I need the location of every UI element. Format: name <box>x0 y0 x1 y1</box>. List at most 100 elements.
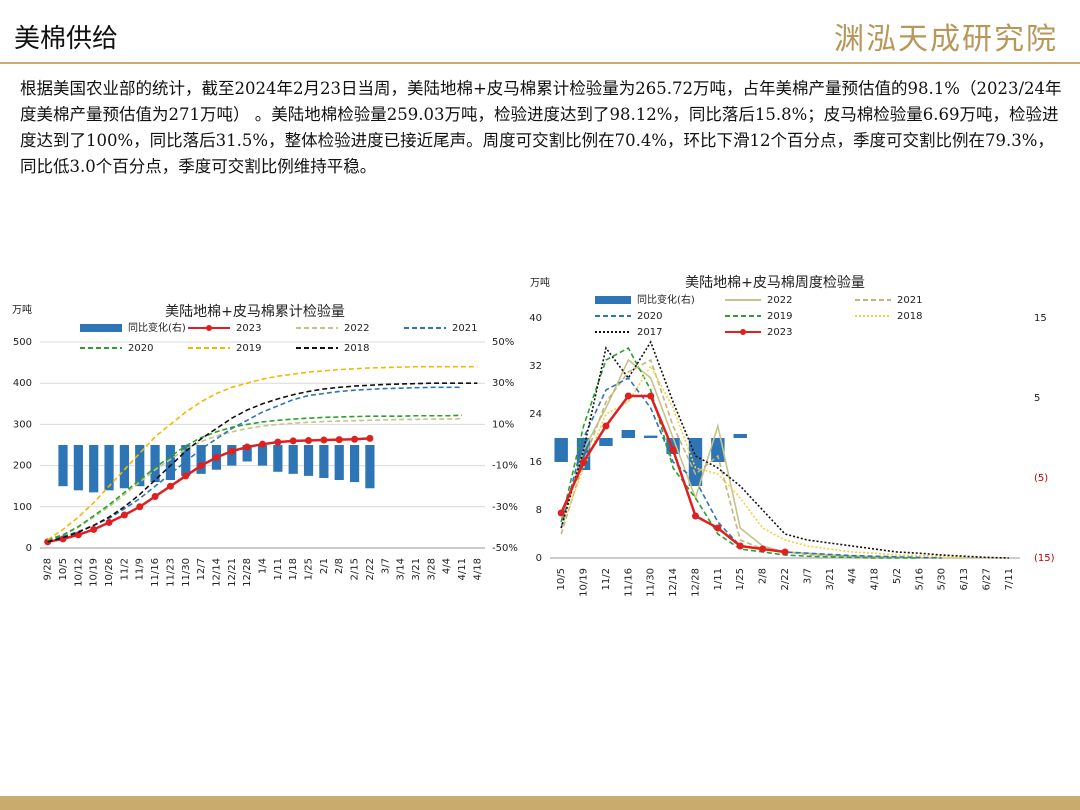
point <box>136 503 144 511</box>
chart-title: 美陆地棉+皮马棉累计检验量 <box>165 303 345 320</box>
x-tick-label: 3/28 <box>426 558 437 580</box>
x-tick-label: 7/11 <box>1004 568 1015 590</box>
legend-label: 同比变化(右) <box>128 321 186 334</box>
bar <box>165 445 176 481</box>
point <box>781 548 789 556</box>
x-tick-label: 10/19 <box>579 568 590 597</box>
series-line <box>47 365 478 541</box>
bar <box>733 434 747 438</box>
paragraph: 根据美国农业部的统计，截至2024年2月23日当周，美陆地棉+皮马棉累计检验量为… <box>20 79 1062 176</box>
y2-tick-label: -10% <box>492 461 518 472</box>
point <box>580 458 588 466</box>
bar <box>242 445 252 462</box>
legend-swatch <box>80 324 122 332</box>
bar <box>554 438 568 462</box>
bar <box>644 435 658 438</box>
bar <box>89 445 99 493</box>
x-tick-label: 10/5 <box>556 568 567 590</box>
series-line <box>560 346 920 559</box>
bar <box>150 445 160 483</box>
point <box>289 437 297 445</box>
point <box>602 422 610 430</box>
series-line <box>47 386 462 542</box>
y-tick-label: 24 <box>529 409 542 420</box>
x-tick-label: 4/4 <box>847 568 858 584</box>
x-tick-label: 3/7 <box>380 558 391 574</box>
y-tick-label: 40 <box>529 313 542 324</box>
legend-label: 2023 <box>767 327 792 338</box>
legend-label: 2019 <box>236 343 261 354</box>
legend-label: 2021 <box>452 323 477 334</box>
bar <box>319 445 329 478</box>
y2-tick-label: 30% <box>492 378 514 389</box>
x-tick-label: 12/21 <box>227 558 238 587</box>
y-tick-label: 100 <box>13 502 32 513</box>
x-tick-label: 11/9 <box>135 558 146 580</box>
point <box>243 443 251 451</box>
x-tick-label: 4/4 <box>442 558 453 574</box>
point <box>647 392 655 400</box>
point <box>691 512 699 520</box>
bar <box>349 445 360 483</box>
legend-label: 2021 <box>897 295 922 306</box>
x-tick-label: 2/22 <box>365 558 376 580</box>
point <box>105 518 113 526</box>
point <box>90 525 98 533</box>
bar <box>334 445 344 481</box>
point <box>320 436 328 444</box>
bar <box>227 445 237 466</box>
x-tick-label: 11/16 <box>623 568 634 597</box>
y2-tick-label: 10% <box>492 419 514 430</box>
series-line <box>47 382 478 543</box>
series-line <box>47 437 370 544</box>
x-tick-label: 12/28 <box>690 568 701 597</box>
point <box>305 436 313 444</box>
x-tick-label: 10/12 <box>73 558 84 587</box>
x-tick-label: 12/14 <box>211 558 222 587</box>
point <box>228 447 236 455</box>
legend-label: 2023 <box>236 323 261 334</box>
legend-label: 2018 <box>897 311 922 322</box>
x-tick-label: 2/1 <box>319 558 330 574</box>
bar <box>273 445 283 472</box>
x-tick-label: 10/5 <box>58 558 69 580</box>
x-tick-label: 11/23 <box>165 558 176 587</box>
point <box>259 440 266 448</box>
series-line <box>47 414 463 541</box>
legend-label: 同比变化(右) <box>637 293 695 306</box>
y2-tick-label: 15 <box>1034 313 1047 324</box>
bar <box>135 445 145 487</box>
x-tick-label: 11/16 <box>150 558 161 587</box>
x-tick-label: 11/30 <box>646 568 657 597</box>
x-tick-label: 6/13 <box>959 568 970 590</box>
point <box>335 436 343 444</box>
legend-swatch <box>595 296 631 304</box>
legend-label: 2019 <box>767 311 792 322</box>
x-tick-label: 3/21 <box>825 568 836 590</box>
point <box>557 509 565 517</box>
logo: 渊泓天成研究院 <box>834 22 1058 57</box>
x-tick-label: 11/2 <box>119 558 130 580</box>
x-tick-label: 4/18 <box>870 568 881 590</box>
y-tick-label: 0 <box>26 543 32 554</box>
point <box>624 392 632 400</box>
y2-tick-label: -30% <box>492 502 518 513</box>
y-tick-label: 500 <box>13 337 32 348</box>
series-line <box>560 340 1009 559</box>
bar <box>688 438 703 486</box>
point <box>759 545 767 553</box>
series-line <box>560 358 965 559</box>
bar <box>196 445 206 474</box>
y2-tick-label: 5 <box>1034 393 1040 404</box>
y-tick-label: 32 <box>529 361 542 372</box>
x-tick-label: 3/7 <box>802 568 813 584</box>
bar <box>257 445 268 466</box>
y2-tick-label: (5) <box>1034 473 1048 484</box>
x-tick-label: 2/8 <box>334 558 345 574</box>
y-tick-label: 400 <box>13 378 32 389</box>
x-tick-label: 2/22 <box>780 568 791 590</box>
y-tick-label: 300 <box>13 419 32 430</box>
x-tick-label: 10/26 <box>104 558 115 587</box>
